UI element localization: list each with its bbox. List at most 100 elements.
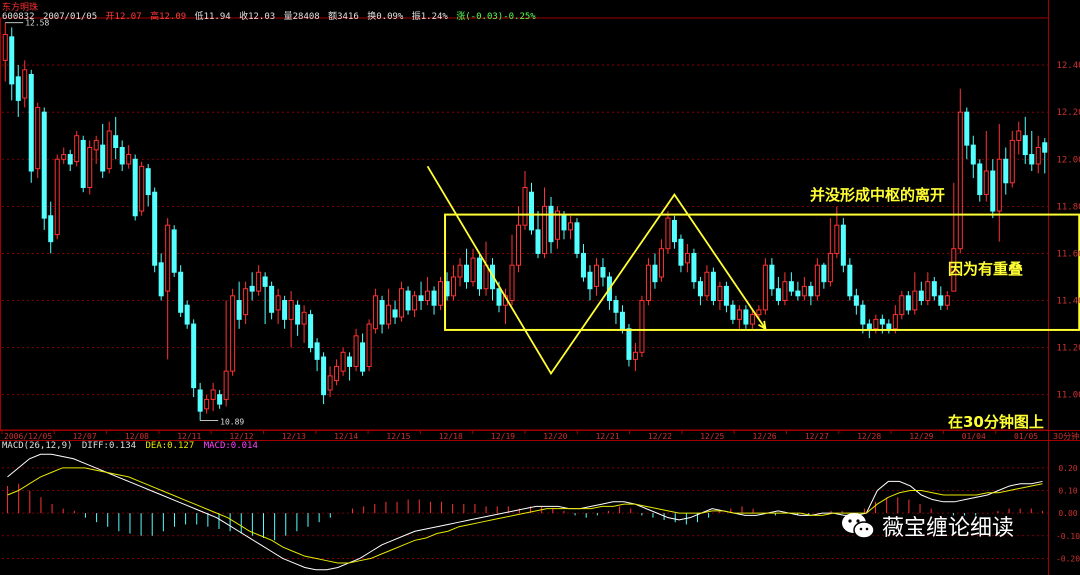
date-label: 12/08 — [125, 432, 149, 441]
candle-body — [204, 398, 210, 410]
price-tick-label: 12.00 — [1056, 155, 1080, 165]
pivot-box — [444, 213, 1080, 331]
candle-body — [938, 295, 944, 306]
candle-body — [678, 238, 684, 266]
candle-body — [106, 130, 112, 170]
candle-body — [860, 304, 866, 325]
candle-body — [808, 285, 814, 297]
watermark: 薇宝缠论细读 — [840, 510, 1014, 542]
candle-body — [282, 300, 288, 320]
candle-body — [600, 267, 606, 278]
wechat-icon — [842, 513, 875, 539]
candle-body — [327, 375, 333, 391]
candle-body — [412, 295, 418, 311]
macd-tick-label: -0.20 — [1056, 554, 1080, 563]
candle-body — [80, 139, 86, 189]
candle-body — [321, 356, 327, 396]
candle-body — [645, 264, 651, 302]
candle-body — [899, 295, 905, 316]
quote-volume: 量28408 — [283, 12, 320, 22]
candle-body — [334, 365, 340, 382]
candle-body — [28, 74, 34, 172]
candle-body — [587, 271, 593, 290]
candle-body — [100, 144, 106, 172]
candle-body — [944, 295, 950, 306]
candle-body — [964, 111, 970, 146]
candle-body — [873, 318, 879, 330]
price-tick-label: 12.20 — [1056, 108, 1080, 118]
candle-body — [171, 229, 177, 273]
stock-name: 东方明珠 — [2, 3, 39, 13]
candle-body — [2, 33, 8, 61]
candle-body — [1035, 146, 1041, 165]
candle-body — [509, 264, 515, 302]
candle-body — [230, 295, 236, 372]
candle-body — [580, 252, 586, 278]
candle-body — [418, 295, 424, 302]
high-mark-label: 12.58 — [25, 19, 49, 28]
candle-body — [593, 264, 599, 287]
candle-body — [217, 394, 223, 405]
annotation-because-overlap: 因为有重叠 — [948, 260, 1024, 278]
price-tick-label: 11.20 — [1056, 344, 1080, 354]
candle-body — [684, 252, 690, 264]
macd-diff-line — [7, 453, 1043, 571]
candle-body — [970, 144, 976, 165]
date-label: 12/14 — [334, 432, 358, 441]
macd-dea-value: DEA:0.127 — [145, 441, 195, 451]
candle-body — [152, 191, 158, 266]
candle-body — [775, 288, 781, 302]
candle-body — [704, 271, 710, 297]
price-tick-label: 11.40 — [1056, 297, 1080, 307]
candle-body — [288, 300, 294, 320]
candle-body — [697, 281, 703, 297]
quote-open: 开12.07 — [105, 12, 142, 22]
candle-body — [756, 309, 762, 316]
candle-body — [451, 276, 457, 297]
candle-body — [113, 135, 119, 148]
candle-body — [275, 295, 281, 311]
candle-body — [93, 139, 99, 151]
candle-body — [541, 205, 548, 254]
candle-body — [905, 295, 911, 311]
candle-body — [561, 215, 567, 231]
candle-body — [1042, 142, 1048, 153]
candle-body — [496, 288, 502, 306]
candle-body — [762, 264, 768, 311]
date-label: 12/26 — [753, 432, 777, 441]
date-label: 12/25 — [700, 432, 724, 441]
candle-body — [178, 271, 184, 313]
price-tick-label: 11.60 — [1056, 249, 1080, 259]
date-label: 12/28 — [857, 432, 881, 441]
candle-body — [879, 318, 885, 325]
macd-dea-line — [7, 467, 1043, 564]
quote-date: 2007/01/05 — [42, 12, 98, 22]
candle-body — [379, 300, 385, 325]
date-axis: 2006/12/05 12/07 12/08 12/11 12/12 12/13 12/14… — [0, 430, 1080, 441]
candle-body — [470, 257, 476, 283]
macd-diff-value: DIFF:0.134 — [81, 441, 137, 451]
quote-amount: 额3416 — [328, 12, 359, 22]
candle-body — [619, 311, 625, 330]
date-label: 01/04 — [962, 432, 986, 441]
candle-body — [827, 252, 833, 283]
candle-body — [691, 252, 697, 283]
candle-body — [769, 264, 775, 290]
candle-body — [1009, 139, 1015, 184]
date-label: 12/12 — [230, 432, 254, 441]
date-label: 12/18 — [439, 432, 463, 441]
candle-body — [477, 257, 483, 290]
stock-code: 600832 — [2, 12, 35, 22]
candle-body — [165, 224, 171, 292]
candle-body — [425, 290, 431, 302]
candle-body — [866, 323, 872, 330]
candle-body — [54, 158, 60, 236]
candle-body — [983, 170, 989, 196]
price-tick-label: 12.40 — [1056, 61, 1080, 71]
candle-body — [535, 229, 541, 254]
candle-body — [308, 314, 314, 349]
macd-panel: 0.20 0.10 0.00 -0.10 -0.20 — [2, 453, 1080, 571]
candle-body — [15, 76, 21, 101]
candle-body — [749, 314, 755, 325]
candle-body — [236, 300, 242, 320]
